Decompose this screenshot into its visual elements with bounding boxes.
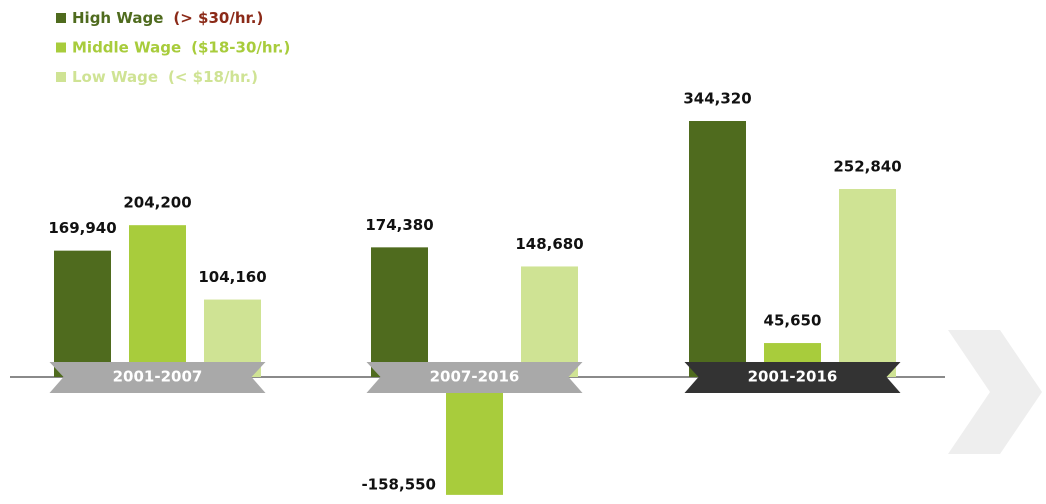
legend-range: ($18-30/hr.) bbox=[191, 38, 290, 56]
legend-swatch bbox=[56, 72, 66, 82]
legend-entry: Low Wage (< $18/hr.) bbox=[72, 68, 258, 86]
bar bbox=[371, 247, 428, 377]
category-ribbon bbox=[684, 362, 901, 393]
legend-name: Middle Wage bbox=[72, 38, 181, 56]
legend-range: (< $18/hr.) bbox=[168, 68, 258, 86]
category-ribbon bbox=[49, 362, 266, 393]
bar bbox=[446, 377, 503, 495]
legend-entry: Middle Wage ($18-30/hr.) bbox=[72, 38, 290, 56]
legend-swatch bbox=[56, 13, 66, 23]
data-label: 344,320 bbox=[683, 90, 751, 108]
data-label: 45,650 bbox=[764, 312, 822, 330]
legend-name: Low Wage bbox=[72, 68, 158, 86]
legend-range: (> $30/hr.) bbox=[173, 9, 263, 27]
bar bbox=[839, 189, 896, 377]
data-label: -158,550 bbox=[361, 475, 436, 493]
category-label: 2001-2016 bbox=[748, 368, 838, 386]
category-label: 2001-2007 bbox=[113, 368, 203, 386]
legend-entry: High Wage (> $30/hr.) bbox=[72, 9, 263, 27]
data-label: 148,680 bbox=[515, 235, 583, 253]
bar bbox=[689, 121, 746, 377]
bar bbox=[54, 250, 111, 377]
data-label: 204,200 bbox=[123, 194, 191, 212]
legend-name: High Wage bbox=[72, 9, 163, 27]
data-label: 104,160 bbox=[198, 268, 266, 286]
data-label: 169,940 bbox=[48, 219, 116, 237]
bar bbox=[521, 266, 578, 377]
bar bbox=[129, 225, 186, 377]
decorative-chevron bbox=[948, 330, 1042, 454]
category-label: 2007-2016 bbox=[430, 368, 520, 386]
category-ribbon bbox=[366, 362, 583, 393]
data-label: 174,380 bbox=[365, 216, 433, 234]
data-label: 252,840 bbox=[833, 158, 901, 176]
legend-swatch bbox=[56, 42, 66, 53]
